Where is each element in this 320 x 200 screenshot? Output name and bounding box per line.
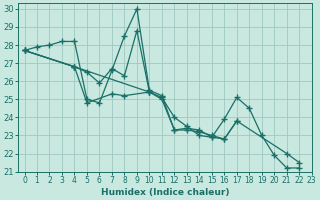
X-axis label: Humidex (Indice chaleur): Humidex (Indice chaleur) bbox=[101, 188, 229, 197]
